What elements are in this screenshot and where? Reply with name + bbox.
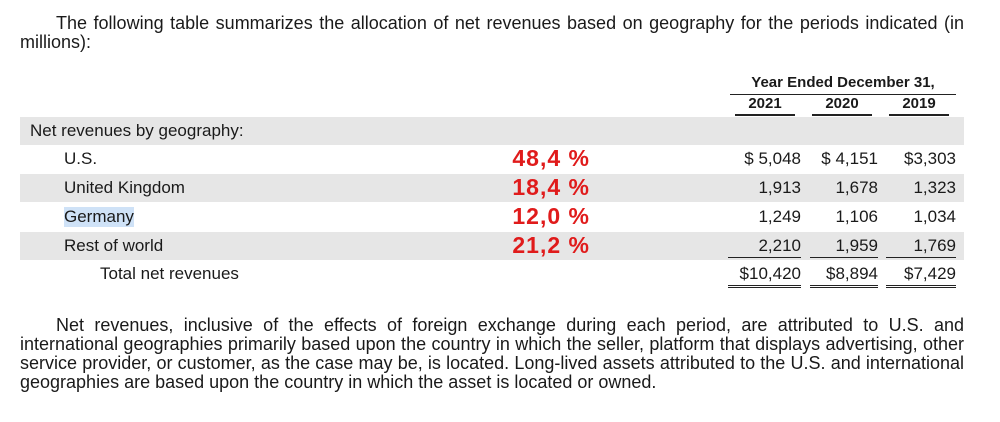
intro-paragraph: The following table summarizes the alloc… (20, 13, 964, 52)
table-row: Germany 12,0 % 1,249 1,106 1,034 (20, 203, 964, 231)
value-2021: 1,249 (758, 207, 801, 226)
table-row: U.S. 48,4 % $ 5,048 $ 4,151 $3,303 (20, 145, 964, 173)
year-header-2020: 2020 (812, 95, 872, 116)
total-2020: $8,894 (810, 264, 878, 288)
total-row: Total net revenues $10,420 $8,894 $7,429 (20, 260, 964, 288)
row-label: Rest of world (64, 236, 164, 255)
section-row: Net revenues by geography: (20, 117, 964, 145)
row-label-selected[interactable]: Germany (64, 207, 134, 227)
table-caption: Year Ended December 31, (730, 74, 956, 95)
value-2020: 1,678 (835, 178, 878, 197)
value-2020: $ 4,151 (821, 149, 878, 168)
value-2019: 1,769 (886, 236, 956, 258)
year-header-2019: 2019 (889, 95, 949, 116)
total-label: Total net revenues (100, 264, 239, 283)
percent-annotation: 21,2 % (512, 232, 590, 258)
percent-annotation: 48,4 % (512, 145, 590, 171)
table-row: Rest of world 21,2 % 2,210 1,959 1,769 (20, 232, 964, 260)
year-header-2021: 2021 (735, 95, 795, 116)
value-2019: 1,323 (913, 178, 956, 197)
value-2021: 2,210 (728, 236, 801, 258)
total-2019: $7,429 (886, 264, 956, 288)
percent-annotation: 18,4 % (512, 174, 590, 200)
value-2021: $ 5,048 (744, 149, 801, 168)
value-2021: 1,913 (758, 178, 801, 197)
value-2019: 1,034 (913, 207, 956, 226)
percent-annotation: 12,0 % (512, 203, 590, 229)
section-label: Net revenues by geography: (30, 121, 244, 140)
table-row: United Kingdom 18,4 % 1,913 1,678 1,323 (20, 174, 964, 202)
row-label: United Kingdom (64, 178, 185, 197)
row-label: U.S. (64, 149, 98, 168)
value-2020: 1,106 (835, 207, 878, 226)
outro-paragraph: Net revenues, inclusive of the effects o… (20, 315, 964, 392)
value-2019: $3,303 (904, 149, 956, 168)
value-2020: 1,959 (810, 236, 878, 258)
total-2021: $10,420 (728, 264, 801, 288)
